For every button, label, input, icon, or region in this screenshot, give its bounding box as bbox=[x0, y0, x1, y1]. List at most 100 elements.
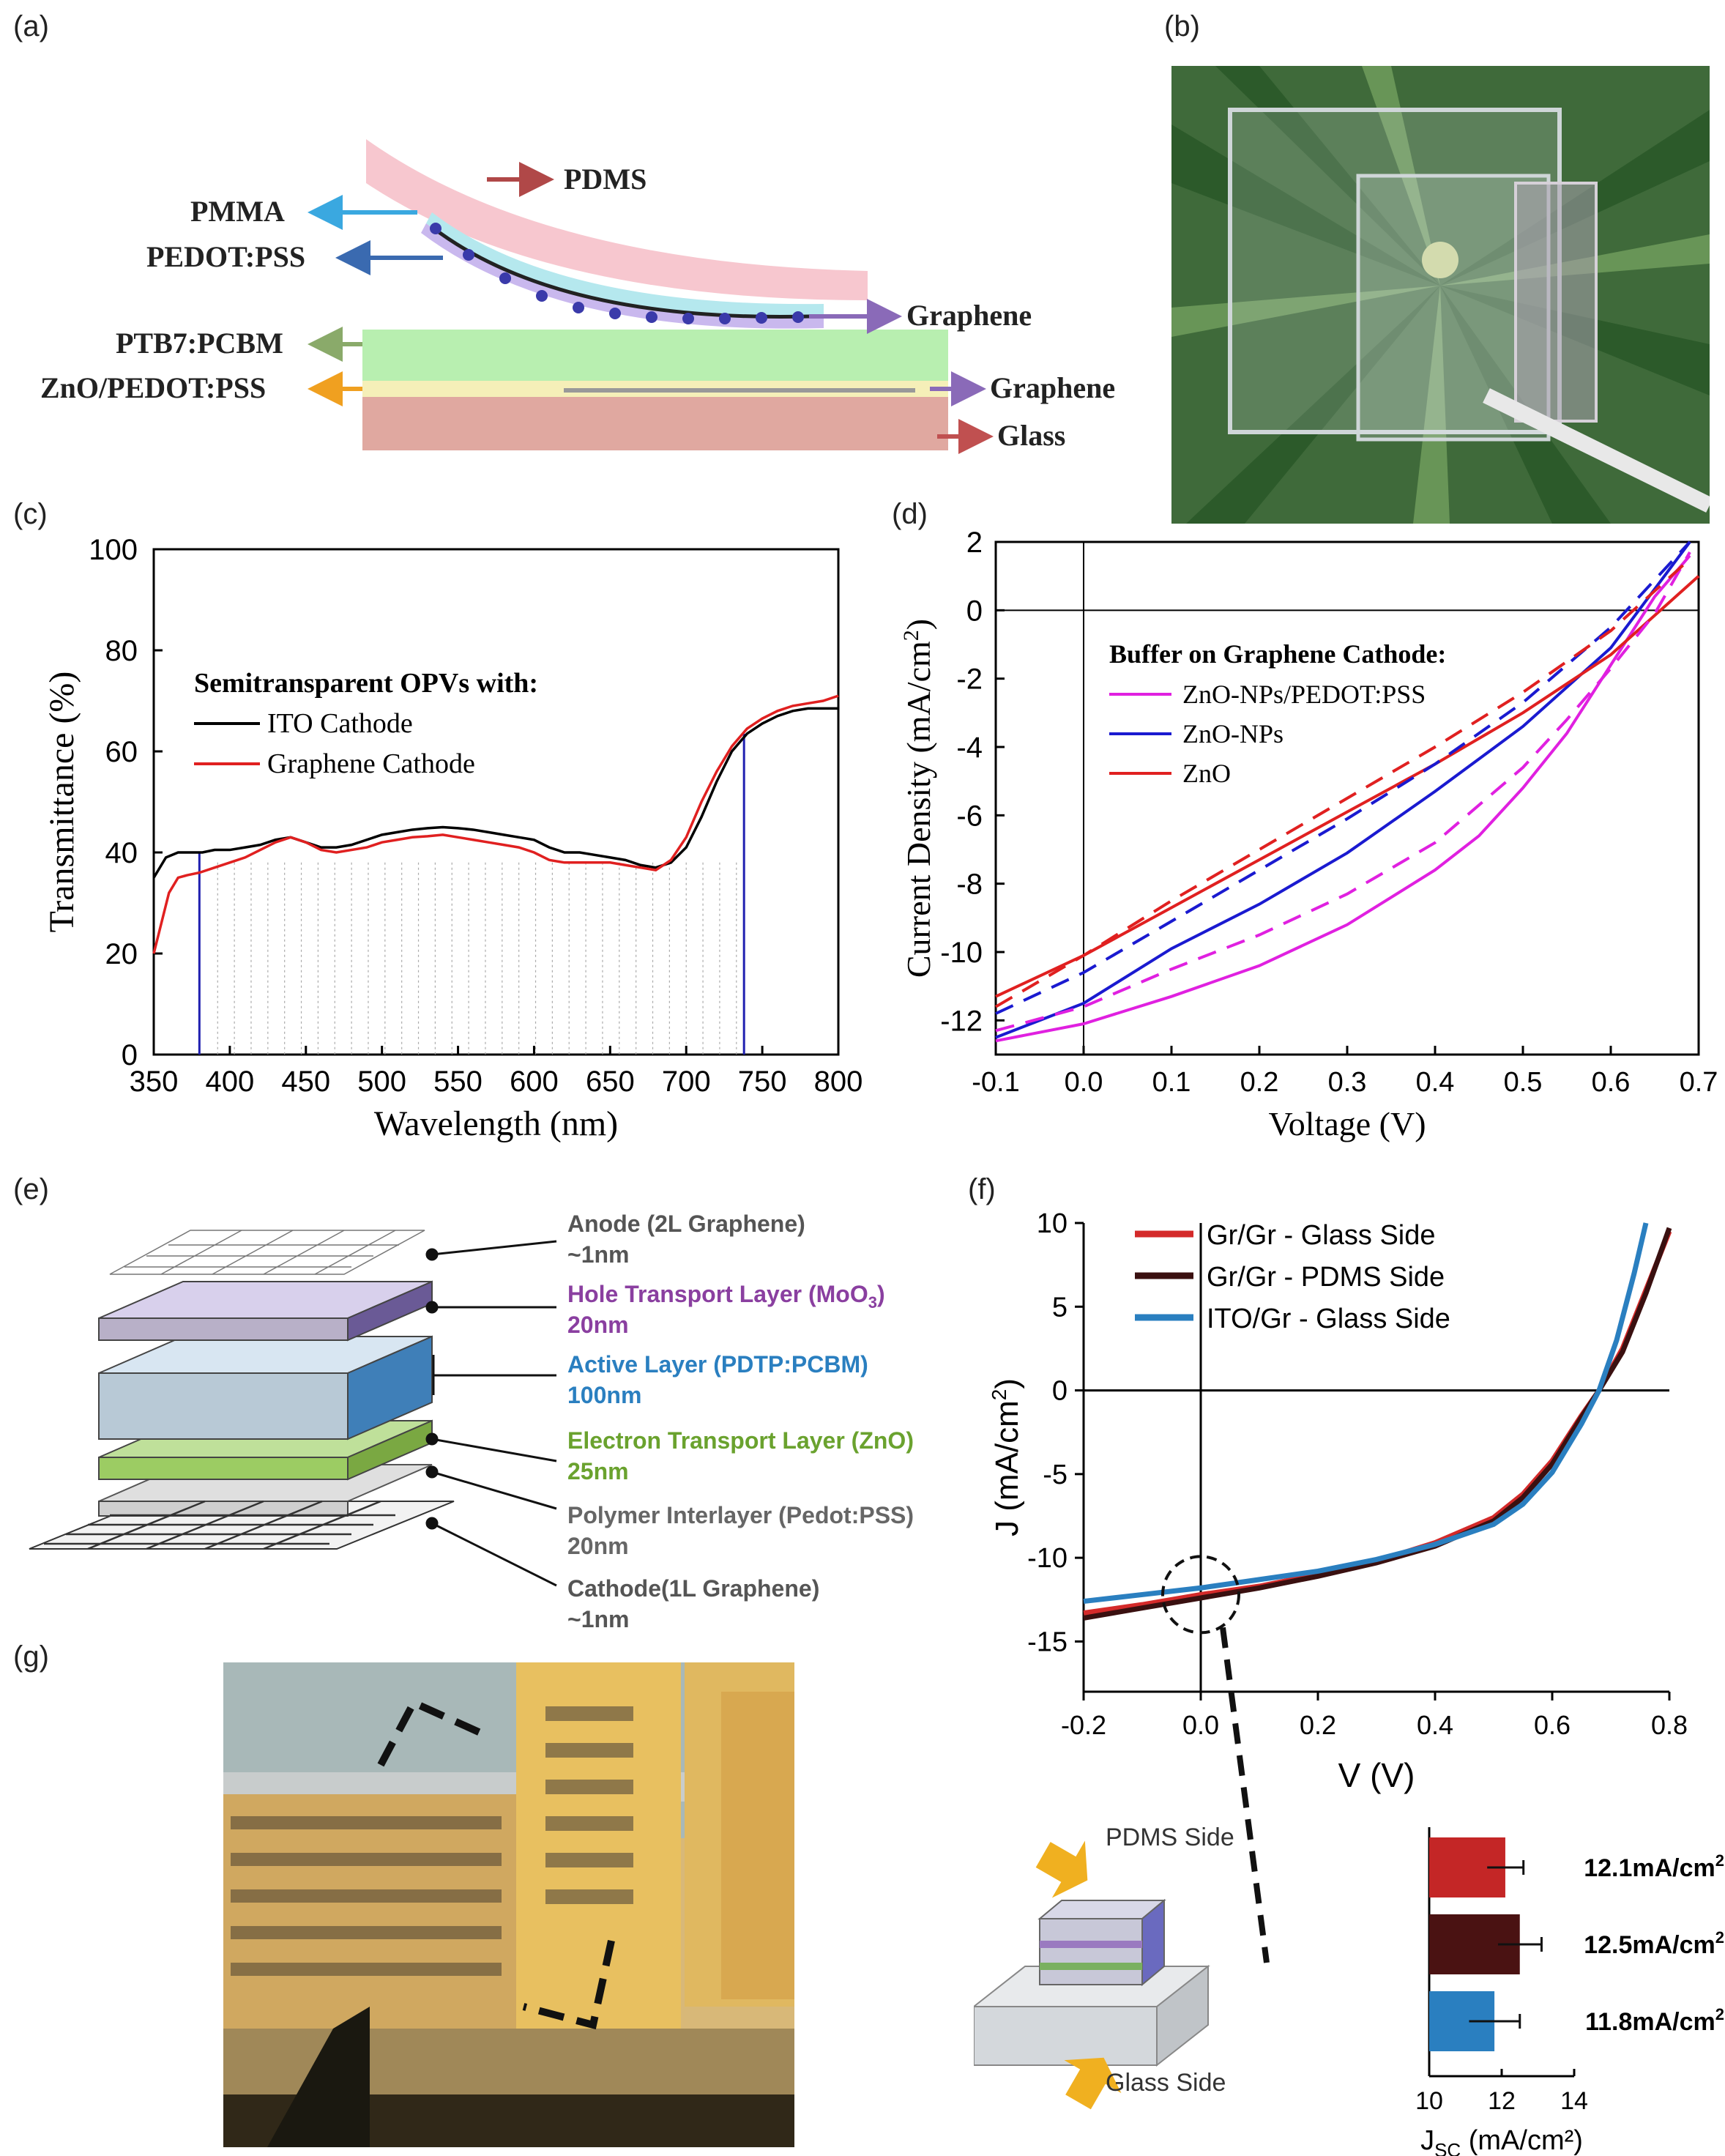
y-axis-label-sup: 2 bbox=[899, 630, 923, 641]
label-graphene-top: Graphene bbox=[906, 299, 1032, 332]
pdms-side-label: PDMS Side bbox=[1106, 1824, 1234, 1851]
inset-x-tick-label: 10 bbox=[1415, 2087, 1443, 2115]
inset-x-axis-sub: SC bbox=[1434, 2139, 1461, 2156]
y-axis-label-end: ) bbox=[900, 619, 937, 630]
legend-label: Gr/Gr - Glass Side bbox=[1207, 1220, 1436, 1251]
y-tick-label: 80 bbox=[105, 635, 138, 667]
y-tick-label: 0 bbox=[122, 1039, 138, 1071]
glass-layer bbox=[362, 395, 948, 450]
y-tick-label: -15 bbox=[1027, 1627, 1068, 1657]
stack-illustration bbox=[29, 1230, 455, 1550]
stack-front bbox=[1039, 1918, 1143, 1985]
x-tick-label: 0.8 bbox=[1651, 1710, 1688, 1740]
y-axis-label: Transmittance (%) bbox=[42, 672, 81, 933]
series-line-5 bbox=[994, 557, 1691, 1008]
x-tick-label: 0.1 bbox=[1152, 1067, 1191, 1098]
legend-label: Graphene Cathode bbox=[267, 748, 475, 779]
interlayer-thickness: 20nm bbox=[567, 1533, 629, 1559]
legend-title: Buffer on Graphene Cathode: bbox=[1109, 639, 1446, 669]
panel-g-photo-buildings-through-device bbox=[223, 1662, 794, 2147]
inset-x-axis-label: JSC (mA/cm²) bbox=[1420, 2125, 1583, 2156]
y-tick-label: -10 bbox=[1027, 1543, 1068, 1574]
x-axis-label: Voltage (V) bbox=[1268, 1105, 1426, 1142]
x-tick-label: -0.2 bbox=[1061, 1710, 1106, 1740]
y-tick-label: 40 bbox=[105, 837, 138, 869]
htl-label: Hole Transport Layer (MoO bbox=[567, 1281, 868, 1307]
pdms-layer bbox=[366, 139, 868, 300]
label-glass: Glass bbox=[997, 419, 1065, 452]
htl-label-suffix: ) bbox=[877, 1281, 885, 1307]
y-tick-label: 10 bbox=[1037, 1208, 1068, 1239]
panel-label-b: (b) bbox=[1164, 10, 1200, 42]
y-tick-label: 2 bbox=[966, 527, 983, 559]
cathode-label: Cathode(1L Graphene) bbox=[567, 1575, 819, 1602]
x-tick-label: 0.0 bbox=[1065, 1067, 1103, 1098]
x-tick-label: 0.4 bbox=[1417, 1710, 1453, 1740]
device-active-strip bbox=[1514, 182, 1598, 423]
y-tick-label: -12 bbox=[940, 1005, 983, 1037]
y-tick-label: -8 bbox=[956, 869, 983, 901]
jsc-value-label: 11.8mA/cm2 bbox=[1585, 2005, 1724, 2036]
y-tick-label: 60 bbox=[105, 736, 138, 768]
stack-htl bbox=[1040, 1941, 1142, 1948]
y-tick-label: 100 bbox=[89, 534, 138, 566]
zoom-leader-line bbox=[1220, 1627, 1270, 1963]
device-glass-outer bbox=[1228, 108, 1562, 434]
series-line-1 bbox=[1083, 1227, 1672, 1621]
jsc-value-label: 12.1mA/cm2 bbox=[1584, 1851, 1724, 1882]
x-tick-label: -0.1 bbox=[972, 1067, 1019, 1098]
inset-x-tick-label: 12 bbox=[1488, 2087, 1516, 2115]
y-tick-label: -10 bbox=[940, 937, 983, 969]
x-tick-label: 0.4 bbox=[1416, 1067, 1455, 1098]
series-line-0 bbox=[995, 554, 1691, 1043]
x-tick-label: 650 bbox=[586, 1066, 635, 1098]
series-line-2 bbox=[1083, 1222, 1649, 1605]
label-pedot: PEDOT:PSS bbox=[146, 240, 305, 273]
x-axis-label: V (V) bbox=[1338, 1756, 1415, 1794]
legend-label: ZnO bbox=[1182, 759, 1231, 788]
x-tick-label: 800 bbox=[814, 1066, 863, 1098]
interlayer-label: Polymer Interlayer (Pedot:PSS) bbox=[567, 1502, 914, 1528]
legend-title: Semitransparent OPVs with: bbox=[194, 668, 538, 699]
legend-label: ZnO-NPs bbox=[1182, 719, 1283, 748]
x-tick-label: 0.0 bbox=[1182, 1710, 1219, 1740]
stack-etl bbox=[1040, 1963, 1142, 1970]
x-axis-label: Wavelength (nm) bbox=[374, 1104, 618, 1143]
y-tick-label: -2 bbox=[956, 663, 983, 696]
panel-label-e: (e) bbox=[13, 1173, 49, 1205]
series-line-2 bbox=[995, 575, 1700, 998]
y-tick-label: 5 bbox=[1052, 1292, 1068, 1323]
x-tick-label: 400 bbox=[206, 1066, 255, 1098]
panel-d-jv-chart: -0.1 0.0 0.1 0.2 0.3 0.4 0.5 0.6 0.7 2 0 -2 -4 -6 -8 -1… bbox=[899, 527, 1718, 1142]
dashed-corner-top bbox=[377, 1698, 489, 1767]
y-tick-label: -4 bbox=[956, 732, 983, 764]
legend-label: ZnO-NPs/PEDOT:PSS bbox=[1182, 680, 1426, 709]
y-tick-label: 20 bbox=[105, 938, 138, 970]
substrate-side bbox=[1156, 1964, 1209, 2067]
substrate-front bbox=[974, 2006, 1158, 2066]
panel-label-f: (f) bbox=[968, 1173, 996, 1205]
panel-label-g: (g) bbox=[13, 1640, 49, 1673]
plot-frame bbox=[152, 548, 840, 1056]
label-ptb7: PTB7:PCBM bbox=[116, 327, 283, 360]
panel-label-a: (a) bbox=[13, 10, 49, 42]
jsc-value-label: 12.5mA/cm2 bbox=[1584, 1928, 1724, 1959]
x-tick-label: 0.5 bbox=[1504, 1067, 1543, 1098]
x-tick-label: 450 bbox=[281, 1066, 330, 1098]
panel-c-transmittance-chart: 350 400 450 500 550 600 650 700 750 800 0 20 40 60 80 1… bbox=[42, 534, 863, 1143]
cathode-thickness: ~1nm bbox=[567, 1606, 629, 1632]
legend-label: ITO/Gr - Glass Side bbox=[1207, 1304, 1450, 1334]
etl-thickness: 25nm bbox=[567, 1458, 629, 1484]
series-line-graphene bbox=[152, 694, 839, 954]
glass-side-arrow bbox=[1064, 2057, 1122, 2110]
label-graphene-bottom: Graphene bbox=[990, 371, 1115, 404]
y-tick-label: 0 bbox=[966, 595, 983, 627]
series-line-ito bbox=[152, 707, 838, 879]
ptb7-layer bbox=[362, 330, 948, 381]
y-axis-label-sup: 2 bbox=[988, 1389, 1010, 1401]
jsc-value-sup: 2 bbox=[1715, 2005, 1724, 2023]
x-tick-label: 500 bbox=[357, 1066, 406, 1098]
inset-x-tick-label: 14 bbox=[1560, 2087, 1588, 2115]
svg-text:Hole Transport Layer (MoO3): Hole Transport Layer (MoO3) bbox=[567, 1281, 885, 1312]
x-tick-label: 0.6 bbox=[1534, 1710, 1571, 1740]
